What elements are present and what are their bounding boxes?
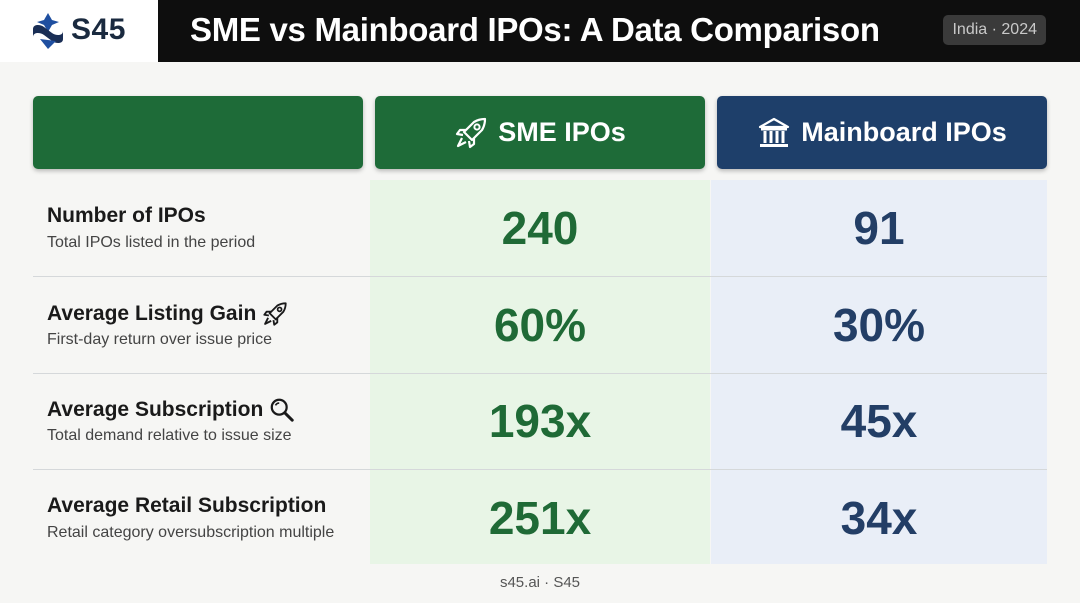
mainboard-value: 34x xyxy=(840,492,918,544)
table-row: Average Retail Subscription Retail categ… xyxy=(33,470,1047,566)
metric-name-label: Average Retail Subscription xyxy=(47,494,327,517)
metric-name: Average Listing Gain xyxy=(47,301,288,327)
mainboard-value: 91 xyxy=(853,202,905,254)
region-badge: India · 2024 xyxy=(943,15,1046,45)
mainboard-value: 45x xyxy=(840,395,918,447)
metric-description: First-day return over issue price xyxy=(47,331,272,348)
table-row: Average Subscription Total demand relati… xyxy=(33,373,1047,470)
footer-credit: s45.ai · S45 xyxy=(499,574,581,591)
metric-name: Number of IPOs xyxy=(47,204,206,228)
sme-value: 251x xyxy=(488,492,592,544)
metric-name-label: Number of IPOs xyxy=(47,204,206,227)
logo[interactable]: S45 xyxy=(0,0,158,62)
sme-value: 193x xyxy=(488,395,592,447)
mainboard-value: 30% xyxy=(832,299,926,351)
table-row: Average Listing Gain First-day return ov… xyxy=(33,277,1047,374)
sme-column-header: SME IPOs xyxy=(375,96,705,169)
table-row: Number of IPOs Total IPOs listed in the … xyxy=(33,180,1047,277)
brand-name: S45 xyxy=(71,13,126,46)
metric-name: Average Retail Subscription xyxy=(47,494,326,518)
rocket-icon xyxy=(456,117,487,148)
metric-description: Retail category oversubscription multipl… xyxy=(47,524,335,541)
magnifier-icon xyxy=(270,398,294,422)
mainboard-column-header: Mainboard IPOs xyxy=(717,96,1047,169)
bank-icon xyxy=(759,117,790,147)
mainboard-column-background xyxy=(711,180,1047,564)
s45-logo-icon xyxy=(33,13,63,49)
sme-value: 240 xyxy=(501,202,579,254)
sme-value: 60% xyxy=(493,299,587,351)
sme-column-background xyxy=(370,180,710,564)
sme-column-label: SME IPOs xyxy=(498,117,626,147)
metric-name-label: Average Subscription xyxy=(47,398,264,421)
metric-description: Total IPOs listed in the period xyxy=(47,234,256,251)
metric-column-header xyxy=(33,96,363,169)
metric-name: Average Subscription xyxy=(47,397,295,423)
mainboard-column-label: Mainboard IPOs xyxy=(801,117,1007,147)
page-title: SME vs Mainboard IPOs: A Data Comparison xyxy=(190,11,880,48)
header-bar: S45 SME vs Mainboard IPOs: A Data Compar… xyxy=(0,0,1080,62)
rocket-icon xyxy=(263,302,287,326)
metric-description: Total demand relative to issue size xyxy=(47,427,292,444)
metric-name-label: Average Listing Gain xyxy=(47,302,257,325)
